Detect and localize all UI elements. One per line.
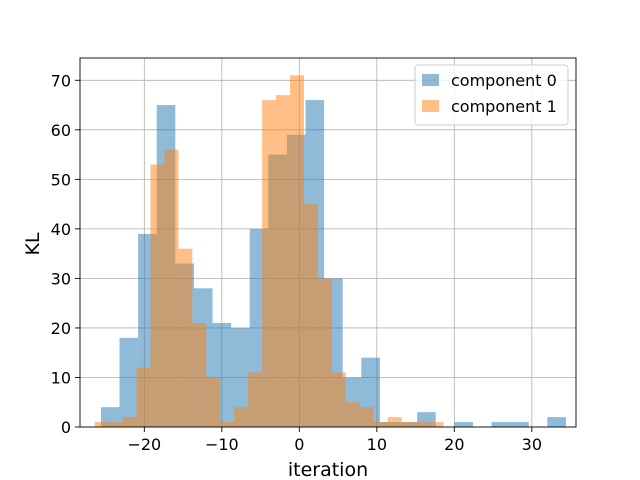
legend: component 0 component 1 — [414, 64, 569, 126]
histogram-bar — [220, 422, 235, 427]
legend-swatch-0 — [422, 74, 439, 86]
histogram-bar — [317, 278, 332, 427]
histogram-bar — [248, 372, 263, 427]
legend-frame — [414, 64, 569, 126]
histogram-bar — [345, 402, 360, 427]
y-tick-label: 70 — [51, 71, 71, 90]
x-tick-label: 0 — [294, 435, 304, 454]
legend-label-0: component 0 — [451, 71, 557, 90]
histogram-bar — [122, 417, 137, 427]
histogram-bar — [178, 248, 193, 427]
x-tick-label: −20 — [127, 435, 161, 454]
histogram-bar — [206, 377, 221, 427]
y-axis-label: KL — [22, 232, 44, 255]
histogram-bar — [547, 417, 566, 427]
histogram-bar — [373, 422, 388, 427]
y-tick-label: 30 — [51, 269, 71, 288]
histogram-bar — [234, 407, 249, 427]
x-axis-label: iteration — [288, 459, 368, 480]
x-axis-ticks: −20 −10 0 10 20 30 — [127, 427, 542, 454]
x-tick-label: −10 — [205, 435, 239, 454]
histogram-bar — [491, 422, 511, 427]
x-tick-label: 20 — [444, 435, 464, 454]
x-tick-label: 10 — [367, 435, 387, 454]
histogram-bar — [94, 422, 109, 427]
x-tick-label: 30 — [522, 435, 542, 454]
histogram-bar — [387, 417, 402, 427]
histogram-bar — [429, 422, 444, 427]
histogram-bar — [192, 322, 207, 427]
legend-swatch-1 — [422, 100, 439, 112]
histogram-bar — [454, 422, 473, 427]
histogram-bar — [415, 422, 430, 427]
histogram-bar — [108, 422, 123, 427]
y-axis-ticks: 0 10 20 30 40 50 60 70 — [51, 71, 80, 437]
histogram-bar — [401, 422, 416, 427]
histogram-bar — [331, 372, 346, 427]
histogram-bar — [150, 164, 165, 427]
histogram-bar — [262, 100, 277, 427]
histogram-bar — [164, 149, 179, 428]
histogram-bar — [303, 204, 318, 427]
histogram-bar — [290, 75, 304, 427]
y-tick-label: 60 — [51, 121, 71, 140]
histogram-bar — [276, 95, 291, 428]
y-tick-label: 20 — [51, 319, 71, 338]
y-tick-label: 50 — [51, 170, 71, 189]
plot-frame — [79, 57, 577, 428]
histogram-bars — [94, 75, 566, 428]
histogram-bar — [119, 337, 139, 427]
histogram-bar — [510, 422, 529, 427]
series-1-bars — [94, 75, 444, 428]
y-tick-label: 0 — [61, 418, 71, 437]
histogram-bar — [231, 327, 250, 427]
histogram-bar — [359, 407, 374, 427]
histogram-bar — [136, 367, 151, 427]
y-tick-label: 40 — [51, 220, 71, 239]
legend-label-1: component 1 — [451, 97, 557, 116]
y-tick-label: 10 — [51, 368, 71, 387]
